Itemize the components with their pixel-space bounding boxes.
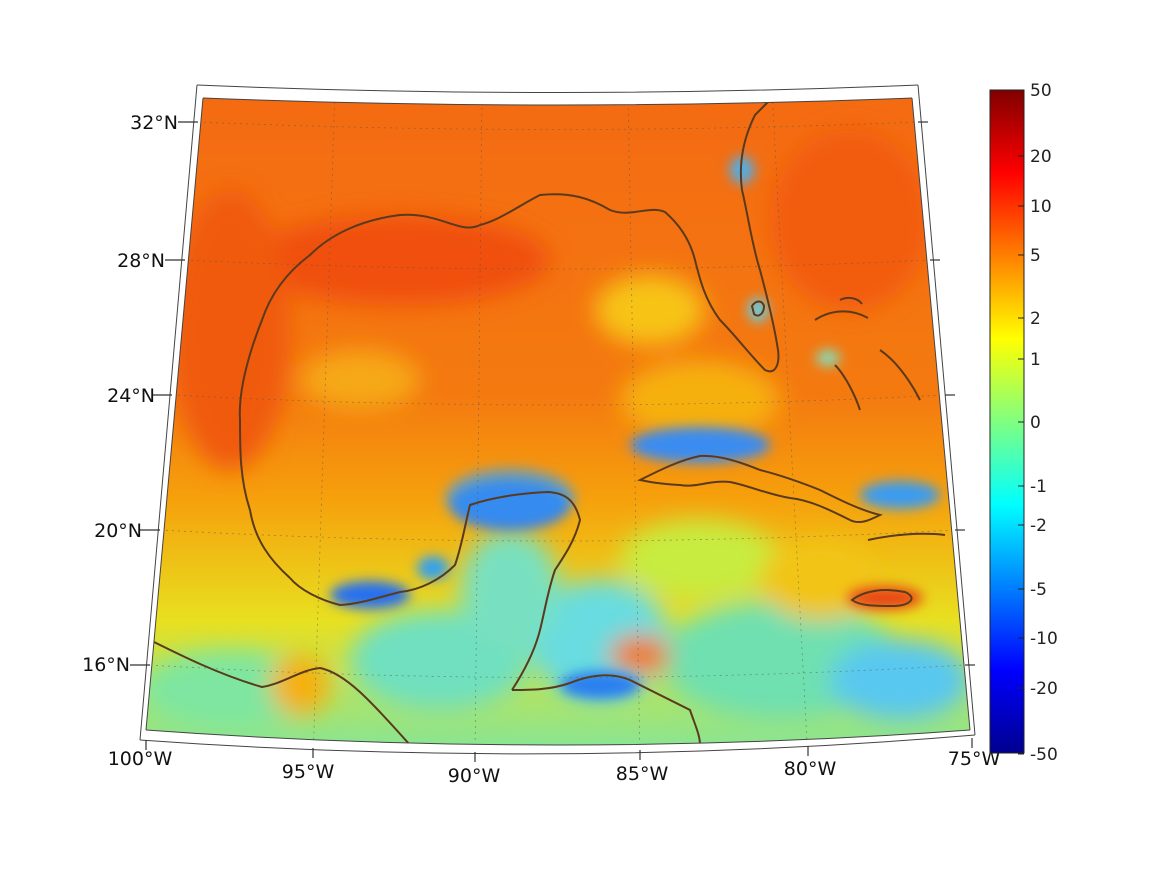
data-field	[146, 98, 970, 745]
lon-label-90w: 90°W	[448, 765, 501, 787]
graticule	[149, 98, 966, 745]
lon-labels: 100°W 95°W 90°W 85°W 80°W 75°W	[108, 748, 1001, 787]
colorbar-label-2: 2	[1030, 309, 1041, 329]
lat-label-20: 20°N	[94, 520, 142, 542]
lon-label-85w: 85°W	[616, 763, 669, 785]
colorbar-label-neg5: -5	[1030, 580, 1047, 600]
map-frame	[139, 84, 976, 755]
coastlines	[149, 99, 946, 745]
coastline-bahamas	[814, 296, 921, 411]
coastline-cuba	[636, 454, 883, 524]
colorbar-label-neg20: -20	[1030, 679, 1058, 699]
lon-label-100w: 100°W	[108, 748, 173, 770]
coastline-mexico	[289, 490, 582, 691]
colorbar-label-20: 20	[1030, 147, 1052, 167]
colorbar-label-neg50: -50	[1030, 745, 1058, 765]
colorbar-label-50: 50	[1030, 81, 1052, 101]
colorbar: 50 20 10 5 2 1 0 -1 -2 -5 -10 -20 -50	[989, 81, 1058, 765]
colorbar-ticks	[1018, 89, 1024, 755]
coastline-pacific	[149, 639, 411, 745]
colorbar-label-5: 5	[1030, 246, 1041, 266]
colorbar-labels: 50 20 10 5 2 1 0 -1 -2 -5 -10 -20 -50	[1030, 81, 1058, 765]
lat-label-24: 24°N	[107, 385, 155, 407]
colorbar-label-neg2: -2	[1030, 516, 1047, 536]
lat-label-16: 16°N	[82, 654, 130, 676]
colorbar-label-1: 1	[1030, 350, 1041, 370]
colorbar-label-0: 0	[1030, 413, 1041, 433]
colorbar-label-10: 10	[1030, 197, 1052, 217]
coastline-gulf	[238, 99, 780, 579]
lon-label-75w: 75°W	[948, 748, 1001, 770]
colorbar-label-neg10: -10	[1030, 629, 1058, 649]
colorbar-label-neg1: -1	[1030, 477, 1047, 497]
coastline-lake	[750, 300, 766, 317]
lat-label-32: 32°N	[130, 112, 178, 134]
lat-label-28: 28°N	[117, 250, 165, 272]
coastline-jamaica	[850, 589, 913, 608]
frame-ticks	[130, 121, 975, 762]
lon-label-80w: 80°W	[784, 758, 837, 780]
lat-labels: 32°N 28°N 24°N 20°N 16°N	[82, 112, 178, 676]
coastline-central-america	[511, 674, 701, 745]
coastline-hispaniola	[867, 532, 946, 541]
lon-label-95w: 95°W	[282, 761, 335, 783]
